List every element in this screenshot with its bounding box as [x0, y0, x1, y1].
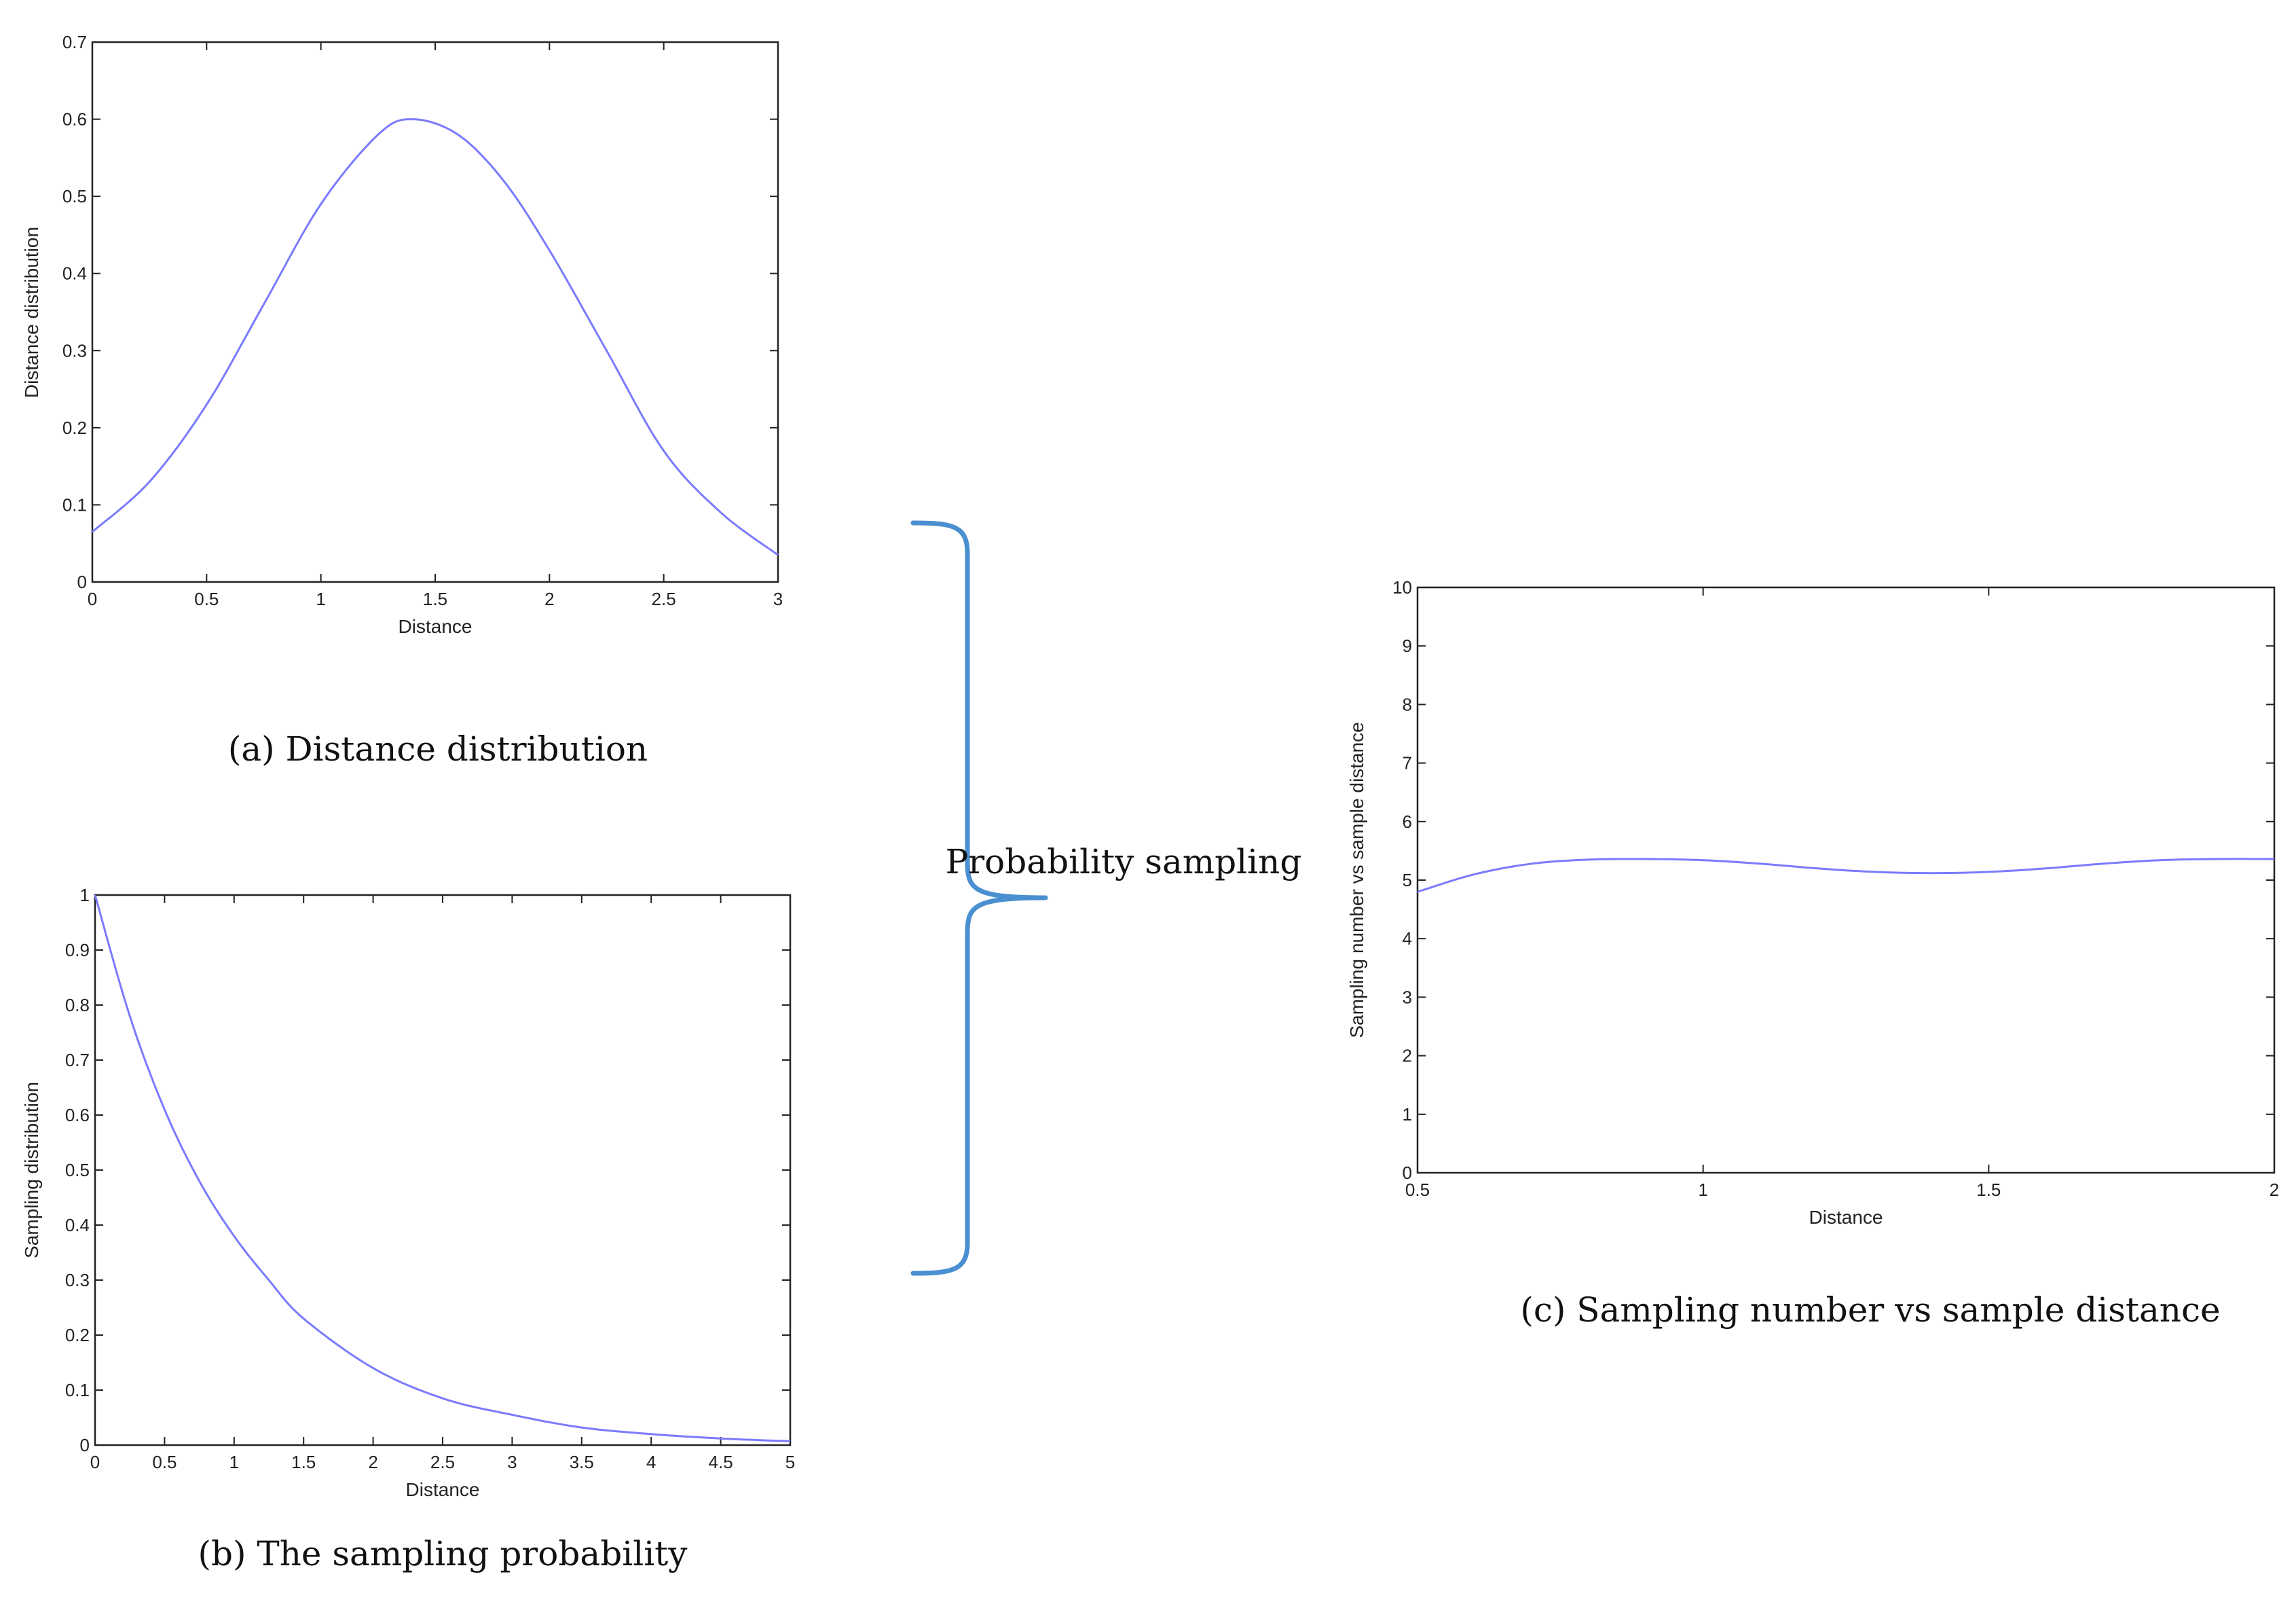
x-tick-label: 0 [88, 589, 97, 609]
y-tick-label: 0.4 [62, 263, 87, 284]
x-tick-label: 3 [773, 589, 783, 609]
y-axis-title-a: Distance distribution [21, 227, 42, 398]
chart-panel-a: 0 0.5 1 1.5 2 2.5 3 0 0.1 0.2 0.3 0.4 0.5 0.6 0.7 Dist… [21, 32, 783, 769]
x-tick-label: 1.5 [291, 1452, 316, 1472]
x-tick-label: 1.5 [423, 589, 447, 609]
y-tick-label: 0.6 [65, 1105, 90, 1125]
x-tick-label: 1 [229, 1452, 239, 1472]
chart-panel-b: 0 0.5 1 1.5 2 2.5 3 3.5 4 4.5 5 0 0.1 0.2 0.3 0.4 0.5 0.6… [21, 885, 795, 1573]
caption-b: (b) The sampling probability [198, 1534, 688, 1573]
y-tick-label: 0.2 [62, 418, 87, 438]
y-tick-label: 0.3 [62, 340, 87, 361]
x-tick-label: 0 [90, 1452, 100, 1472]
x-tick-label: 0.5 [152, 1452, 177, 1472]
x-tick-label: 1 [316, 589, 325, 609]
y-tick-label: 0.1 [65, 1380, 90, 1400]
y-tick-label: 8 [1403, 694, 1412, 714]
x-tick-label: 2.5 [652, 589, 676, 609]
caption-a: (a) Distance distribution [228, 729, 648, 769]
y-tick-label: 0.6 [62, 109, 87, 130]
x-axis-title-c: Distance [1809, 1207, 1883, 1228]
y-tick-label: 0 [1403, 1163, 1412, 1183]
y-tick-label: 0.8 [65, 995, 90, 1015]
y-tick-label: 0.5 [62, 186, 87, 206]
ticks-c: 0.5 1 1.5 2 0 1 2 3 4 5 6 7 8 9 10 [1392, 577, 2279, 1200]
y-tick-label: 1 [80, 885, 90, 905]
x-tick-label: 5 [785, 1452, 795, 1472]
brace-label: Probability sampling [946, 842, 1302, 881]
y-tick-label: 5 [1403, 870, 1412, 890]
series-line-c [1417, 858, 2274, 893]
plot-frame-b [94, 894, 792, 1446]
y-tick-label: 0.1 [62, 494, 87, 515]
x-tick-label: 2 [368, 1452, 377, 1472]
y-tick-label: 0.4 [65, 1215, 90, 1235]
x-tick-label: 2.5 [430, 1452, 455, 1472]
chart-panel-c: 0.5 1 1.5 2 0 1 2 3 4 5 6 7 8 9 10 Distance Sampling n… [1346, 577, 2279, 1330]
probability-sampling-annotation: Probability sampling [910, 520, 1302, 1276]
x-axis-title-a: Distance [399, 616, 473, 637]
y-tick-label: 10 [1392, 577, 1412, 598]
y-tick-label: 0 [77, 572, 87, 592]
y-tick-label: 0.5 [65, 1160, 90, 1180]
y-tick-label: 6 [1403, 812, 1412, 832]
y-tick-label: 0.7 [62, 32, 87, 52]
x-tick-label: 0.5 [1405, 1180, 1430, 1200]
plot-frame-c [1416, 586, 2276, 1174]
y-tick-label: 7 [1403, 753, 1412, 773]
x-tick-label: 3.5 [570, 1452, 594, 1472]
y-tick-label: 2 [1403, 1046, 1412, 1066]
x-axis-title-b: Distance [406, 1479, 480, 1500]
y-tick-label: 0 [80, 1435, 90, 1455]
y-tick-label: 0.7 [65, 1050, 90, 1070]
x-tick-label: 2 [2270, 1180, 2279, 1200]
series-line-a [92, 118, 779, 556]
x-tick-label: 4 [646, 1452, 656, 1472]
x-tick-label: 3 [507, 1452, 517, 1472]
y-tick-label: 3 [1403, 987, 1412, 1007]
y-tick-label: 1 [1403, 1104, 1412, 1125]
y-tick-label: 0.3 [65, 1270, 90, 1290]
y-tick-label: 0.9 [65, 940, 90, 960]
curly-brace-icon [910, 520, 1048, 1276]
x-tick-label: 1 [1698, 1180, 1707, 1200]
y-axis-title-b: Sampling distribution [21, 1082, 42, 1258]
x-tick-label: 1.5 [1976, 1180, 2001, 1200]
ticks-b: 0 0.5 1 1.5 2 2.5 3 3.5 4 4.5 5 0 0.1 0.2 0.3 0.4 0.5 0.6… [65, 885, 795, 1472]
x-tick-label: 0.5 [194, 589, 219, 609]
series-line-b [94, 894, 791, 1442]
y-tick-label: 0.2 [65, 1325, 90, 1345]
ticks-a: 0 0.5 1 1.5 2 2.5 3 0 0.1 0.2 0.3 0.4 0.5 0.6 0.7 [62, 32, 783, 609]
caption-c: (c) Sampling number vs sample distance [1520, 1290, 2220, 1330]
y-tick-label: 4 [1403, 928, 1412, 949]
x-tick-label: 2 [544, 589, 554, 609]
y-tick-label: 9 [1403, 636, 1412, 656]
x-tick-label: 4.5 [709, 1452, 733, 1472]
y-axis-title-c: Sampling number vs sample distance [1346, 722, 1367, 1038]
